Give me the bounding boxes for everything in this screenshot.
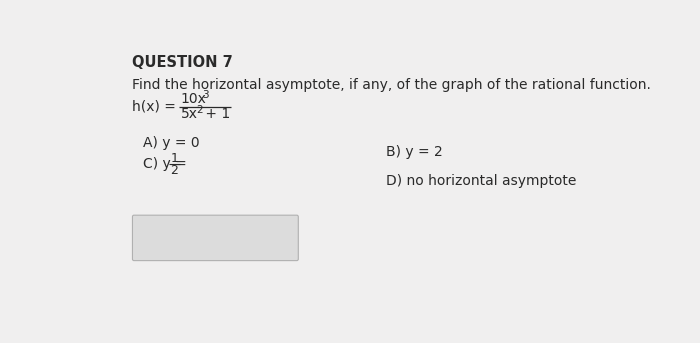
Text: Find the horizontal asymptote, if any, of the graph of the rational function.: Find the horizontal asymptote, if any, o… — [132, 78, 651, 92]
FancyBboxPatch shape — [132, 215, 298, 261]
Text: h(x) =: h(x) = — [132, 99, 176, 114]
Text: 1: 1 — [170, 152, 178, 165]
Text: B) y = 2: B) y = 2 — [386, 145, 442, 159]
Text: 3: 3 — [202, 90, 209, 100]
Text: + 1: + 1 — [202, 107, 231, 121]
Text: D) no horizontal asymptote: D) no horizontal asymptote — [386, 174, 576, 188]
Text: 10x: 10x — [181, 92, 206, 106]
Text: C) y =: C) y = — [144, 157, 187, 172]
Text: 5x: 5x — [181, 107, 197, 121]
Text: 2: 2 — [196, 105, 202, 116]
Text: QUESTION 7: QUESTION 7 — [132, 55, 233, 70]
Text: 2: 2 — [170, 164, 178, 177]
Text: A) y = 0: A) y = 0 — [144, 136, 200, 150]
